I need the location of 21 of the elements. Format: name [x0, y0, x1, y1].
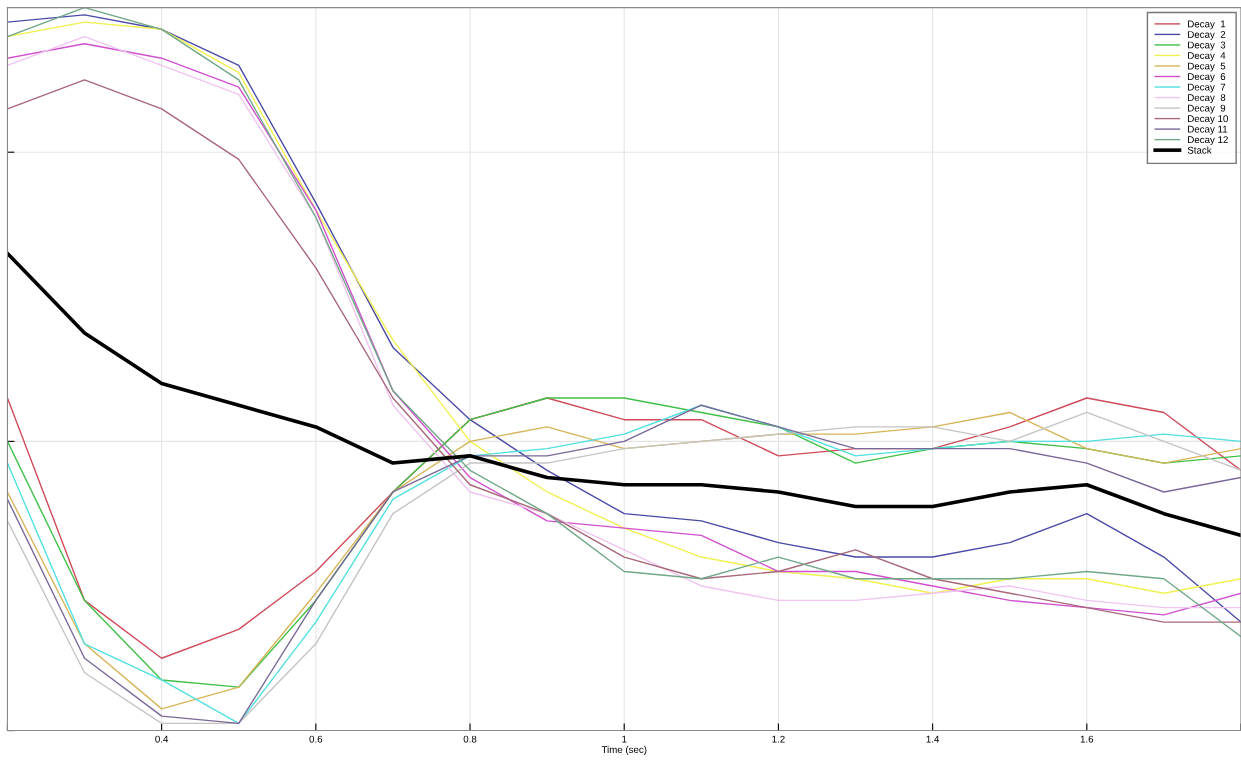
legend-label: Decay 10	[1188, 115, 1228, 124]
x-tick-label: 1	[622, 735, 627, 743]
legend-label: Decay 5	[1188, 62, 1226, 72]
legend-label: Decay 4	[1188, 52, 1226, 61]
x-tick-label: 0.6	[309, 735, 323, 743]
legend-label: Decay 3	[1188, 41, 1226, 51]
x-tick-label: 0.4	[155, 735, 169, 743]
x-tick-label: 1.6	[1080, 735, 1094, 743]
legend-label: Decay 12	[1188, 136, 1228, 146]
x-tick-label: 0.8	[463, 735, 477, 743]
x-tick-label: 1.4	[926, 735, 940, 743]
legend-label: Decay 6	[1188, 73, 1226, 82]
legend-label: Decay 8	[1188, 94, 1226, 103]
legend-label: Decay 2	[1188, 31, 1226, 40]
legend-label: Decay 7	[1188, 83, 1226, 93]
x-axis-title: Time (sec)	[601, 745, 647, 755]
legend-label: Stack	[1187, 146, 1212, 154]
legend-label: Decay 9	[1188, 104, 1226, 114]
legend-label: Decay 11	[1188, 125, 1228, 135]
x-tick-label: 1.2	[772, 735, 785, 743]
legend-label: Decay 1	[1188, 20, 1226, 30]
